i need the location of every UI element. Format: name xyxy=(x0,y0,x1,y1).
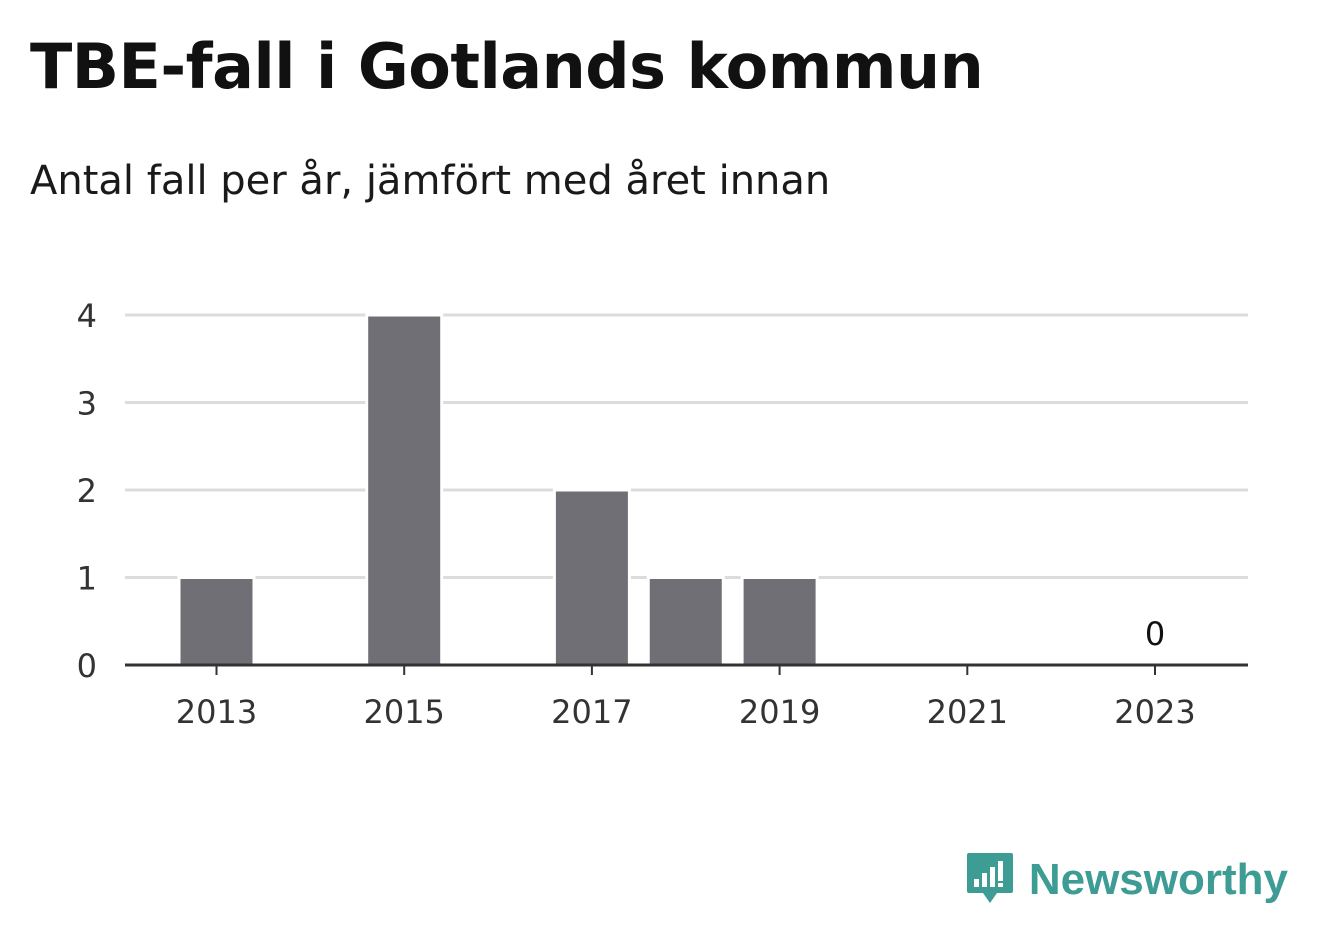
x-tick-label: 2015 xyxy=(363,693,444,731)
x-axis xyxy=(125,663,1248,675)
bar-chart: 0 1 2 3 4 2013 2015 2017 2019 2021 2023 0 xyxy=(77,297,1248,731)
chart-title: TBE-fall i Gotlands kommun xyxy=(30,30,984,103)
x-tick-label: 2021 xyxy=(927,693,1008,731)
x-tick-label: 2017 xyxy=(551,693,632,731)
y-tick-label: 2 xyxy=(77,472,97,510)
data-label: 0 xyxy=(1145,615,1165,653)
brand-name: Newsworthy xyxy=(1028,855,1288,904)
bar xyxy=(740,576,819,667)
newsworthy-logo-icon xyxy=(966,853,1013,903)
labels: 0 1 2 3 4 2013 2015 2017 2019 2021 2023 0 xyxy=(77,297,1196,731)
chart-subtitle: Antal fall per år, jämfört med året inna… xyxy=(30,158,831,204)
bar xyxy=(177,576,256,667)
bar xyxy=(365,313,444,667)
brand-logo: Newsworthy xyxy=(965,851,1288,909)
x-tick-label: 2023 xyxy=(1114,693,1195,731)
bar xyxy=(646,576,725,667)
y-tick-label: 1 xyxy=(77,560,97,598)
bar xyxy=(552,488,631,667)
y-tick-label: 3 xyxy=(77,385,97,423)
x-tick-label: 2019 xyxy=(739,693,820,731)
y-tick-label: 0 xyxy=(77,647,97,685)
y-tick-label: 4 xyxy=(77,297,97,335)
x-tick-label: 2013 xyxy=(176,693,257,731)
gridlines xyxy=(125,313,1248,579)
